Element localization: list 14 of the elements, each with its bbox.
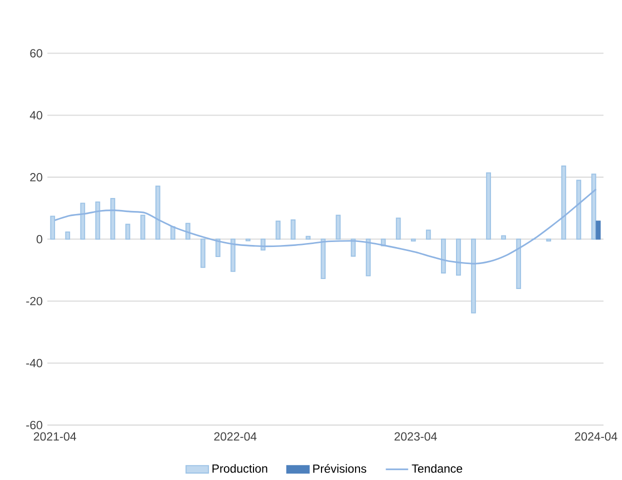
legend-label: Production xyxy=(212,464,268,473)
y-tick-label: 60 xyxy=(30,49,42,58)
y-tick-label: -60 xyxy=(26,420,42,430)
legend-label: Prévisions xyxy=(313,464,366,473)
y-tick-label: 0 xyxy=(36,235,42,244)
x-tick-label: 2022-04 xyxy=(214,432,257,441)
x-tick-label: 2021-04 xyxy=(34,432,76,441)
x-tick-label: 2024-04 xyxy=(574,432,618,441)
x-tick-label: 2023-04 xyxy=(394,432,437,441)
y-tick-label: -40 xyxy=(26,358,42,368)
y-tick-label: -20 xyxy=(26,296,42,306)
y-tick-label: 20 xyxy=(30,173,42,182)
legend-label: Tendance xyxy=(412,464,462,473)
y-tick-label: 40 xyxy=(30,111,42,120)
